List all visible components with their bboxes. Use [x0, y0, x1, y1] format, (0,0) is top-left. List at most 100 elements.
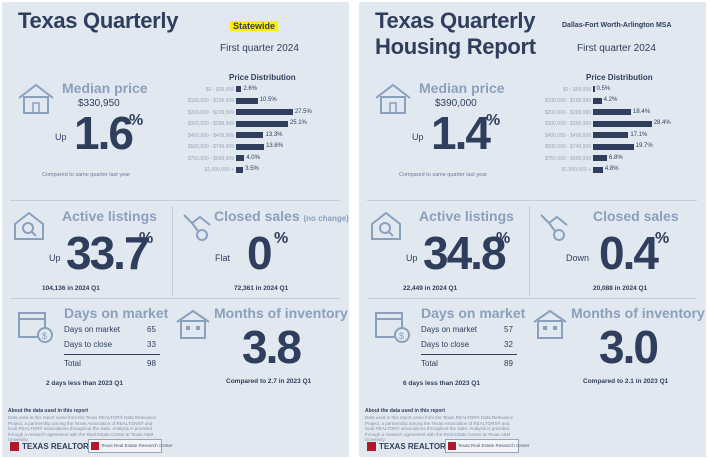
total-label: Total	[64, 359, 81, 368]
median-direction: Up	[55, 132, 67, 142]
divider	[367, 200, 697, 201]
months-inventory-label: Months of inventory	[214, 305, 348, 321]
closed-note: 20,088 in 2024 Q1	[593, 285, 648, 292]
closed-direction: Down	[566, 253, 590, 263]
closed-sales-title: Closed sales	[214, 208, 300, 224]
price-range-label: $300,000 - $399,999	[187, 121, 234, 127]
price-distribution-value: 4.0%	[246, 154, 260, 161]
texas-realtors-logo-mark	[367, 442, 376, 451]
price-distribution-bar	[236, 120, 288, 127]
price-distribution-value: 13.3%	[265, 131, 283, 138]
active-pct: %	[139, 230, 154, 247]
moi-note: Compared to 2.1 in 2023 Q1	[583, 378, 669, 385]
median-price-value: $330,950	[78, 98, 120, 109]
divider	[10, 200, 340, 201]
table-rule	[421, 354, 517, 355]
closed-sales-label: Closed sales	[593, 208, 679, 224]
median-price-label: Median price	[419, 80, 505, 96]
price-range-label: $0 - $99,999	[562, 86, 591, 93]
price-distribution-value: 19.7%	[635, 143, 653, 149]
price-distribution-value: 0.5%	[596, 85, 611, 92]
texas-realtors-logo-text: TEXAS REALTORS	[22, 442, 95, 451]
dom-note: 2 days less than 2023 Q1	[46, 380, 123, 387]
price-range-label: $0 - $99,999	[205, 86, 234, 93]
price-distribution-bar	[593, 166, 603, 173]
price-distribution-bar	[593, 132, 629, 138]
price-distribution-bar	[236, 109, 293, 115]
price-distribution-value: 28.4%	[653, 120, 671, 126]
price-distribution-chart: $0 - $99,999 0.5% $100,000 - $199,999 4.2% $…	[531, 86, 701, 186]
svg-text:$: $	[42, 331, 47, 341]
price-distribution-value: 3.5%	[245, 166, 259, 172]
days-on-market-label: Days on market	[64, 305, 169, 321]
dtc-row-name: Days to close	[421, 340, 470, 349]
closed-pct: %	[655, 230, 670, 247]
median-change: 1.6	[74, 107, 134, 159]
active-direction: Up	[49, 253, 61, 263]
fine-print: Data used in this report come from the T…	[365, 415, 514, 442]
price-distribution-bar	[593, 109, 632, 115]
median-note: Compared to same quarter last year	[42, 172, 131, 178]
price-distribution-value: 6.8%	[609, 154, 623, 161]
about-heading: About the data used in this report	[365, 408, 446, 414]
house-search-icon	[14, 211, 44, 240]
report-dfw: Texas Quarterly Housing Report Dallas-Fo…	[359, 2, 706, 457]
price-range-label: $100,000 - $199,999	[187, 98, 234, 104]
median-price-label: Median price	[62, 80, 148, 96]
price-distribution-title: Price Distribution	[229, 73, 296, 82]
price-range-label: $1,000,000 +	[561, 167, 591, 173]
report-title-line2: Housing Report	[375, 34, 536, 59]
median-pct: %	[486, 112, 501, 129]
fine-print: Data used in this report come from the T…	[8, 415, 157, 442]
price-distribution-value: 2.6%	[243, 85, 258, 92]
price-range-label: $200,000 - $299,999	[187, 109, 234, 116]
report-title: Texas Quarterly	[375, 8, 536, 33]
price-distribution-bar	[236, 132, 264, 138]
price-distribution-bar	[236, 155, 245, 161]
divider	[10, 298, 340, 299]
days-on-market-label: Days on market	[421, 305, 526, 321]
handshake-key-icon	[540, 214, 568, 241]
price-range-label: $400,000 - $499,999	[544, 132, 591, 139]
price-distribution-bar	[236, 143, 265, 150]
research-center-logo: Texas Real Estate Research Center	[88, 439, 173, 453]
house-search-icon	[371, 211, 401, 240]
months-inventory-value: 3.0	[599, 321, 659, 373]
active-note: 22,449 in 2024 Q1	[403, 285, 458, 292]
dom-row-name: Days on market	[421, 325, 478, 334]
dtc-row-name: Days to close	[64, 340, 113, 349]
texas-realtors-logo-mark	[10, 442, 19, 451]
building-icon	[176, 309, 210, 339]
active-note: 104,136 in 2024 Q1	[42, 285, 100, 292]
median-note: Compared to same quarter last year	[399, 172, 488, 178]
dom-row-value: 57	[504, 325, 513, 334]
dtc-row-value: 32	[504, 340, 513, 349]
price-range-label: $500,000 - $749,999	[187, 144, 234, 150]
price-range-label: $300,000 - $399,999	[544, 121, 591, 127]
dtc-row-value: 33	[147, 340, 156, 349]
dom-row-name: Days on market	[64, 325, 121, 334]
active-pct: %	[496, 230, 511, 247]
calendar-money-icon: $	[18, 312, 53, 343]
price-distribution-chart: $0 - $99,999 2.6% $100,000 - $199,999 10.5%…	[174, 86, 344, 186]
price-distribution-bar	[236, 166, 244, 173]
region-label: Statewide	[230, 21, 279, 31]
price-distribution-bar	[593, 143, 634, 150]
divider	[529, 206, 530, 296]
closed-sales-title: Closed sales	[593, 208, 679, 224]
months-inventory-label: Months of inventory	[571, 305, 705, 321]
price-distribution-value: 25.1%	[289, 120, 307, 126]
research-center-mark	[91, 442, 99, 450]
price-distribution-value: 17.1%	[630, 131, 648, 138]
price-distribution-value: 4.2%	[603, 97, 618, 103]
dom-row-value: 65	[147, 325, 156, 334]
active-listings-label: Active listings	[419, 208, 514, 224]
price-distribution-bar	[593, 120, 652, 127]
report-title: Texas Quarterly	[18, 8, 179, 33]
median-direction: Up	[412, 132, 424, 142]
price-distribution-value: 4.8%	[604, 166, 619, 172]
research-center-text: Texas Real Estate Research Center	[101, 443, 173, 448]
report-statewide: Texas Quarterly Statewide First quarter …	[2, 2, 349, 457]
price-range-label: $400,000 - $499,999	[187, 132, 234, 139]
price-distribution-bar	[593, 155, 608, 161]
